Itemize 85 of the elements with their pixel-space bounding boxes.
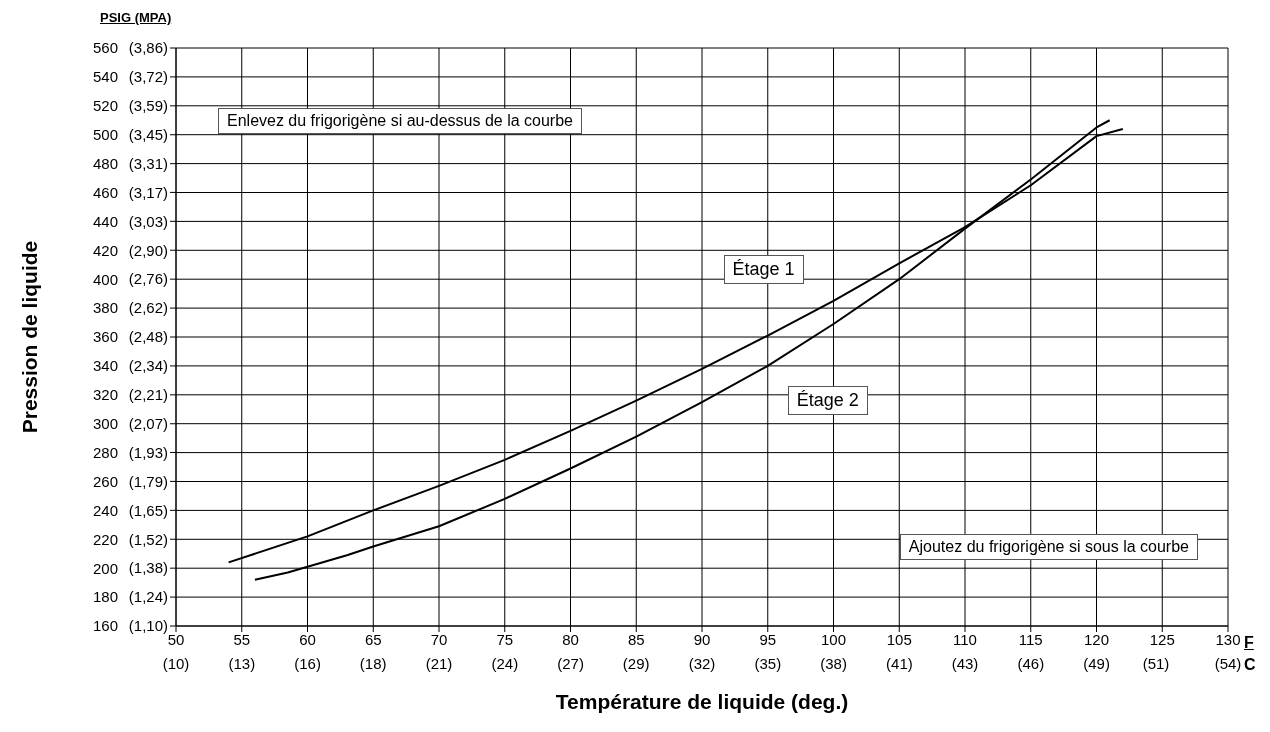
x2-tick-label: (18)	[359, 655, 387, 672]
y-tick-label: 520	[92, 97, 118, 115]
y-tick-label: 380	[92, 299, 118, 317]
x-tick-label: 90	[693, 630, 711, 648]
x2-tick-label: (16)	[294, 655, 321, 672]
text: PSIG (MPA)	[100, 10, 172, 25]
y-tick-label: 240	[92, 501, 118, 519]
y2-tick-label: (1,38)	[128, 559, 168, 577]
x-tick-label: 80	[562, 630, 579, 648]
x-tick-label: 75	[496, 630, 514, 648]
y2-tick-label: (2,48)	[128, 328, 168, 346]
y2-tick-label: (1,10)	[128, 617, 168, 635]
y-tick-label: 160	[92, 617, 118, 635]
y2-tick-label: (2,90)	[128, 241, 168, 259]
x-axis-title: Température de liquide (deg.)	[555, 690, 849, 714]
y-tick-label: 360	[92, 328, 118, 346]
x2-tick-label: (29)	[622, 655, 650, 672]
text: C	[1244, 656, 1256, 674]
x-tick-label: 60	[299, 630, 316, 648]
x-tick-label: 95	[759, 630, 777, 648]
y-axis-title: Pression de liquide	[18, 240, 42, 434]
y-tick-label: 480	[92, 154, 118, 172]
x-tick-label: 100	[820, 630, 847, 648]
y2-tick-label: (3,86)	[128, 39, 168, 57]
x2-tick-label: (49)	[1083, 655, 1110, 672]
x2-tick-label: (38)	[820, 655, 847, 672]
x-tick-label: 85	[627, 630, 645, 648]
y2-tick-label: (1,65)	[128, 501, 168, 519]
y2-tick-label: (1,24)	[128, 588, 168, 606]
x2-tick-label: (21)	[425, 655, 453, 672]
annotation: Ajoutez du frigorigène si sous la courbe	[899, 534, 1198, 560]
y2-tick-label: (3,45)	[128, 126, 168, 144]
x2-tick-label: (13)	[228, 655, 256, 672]
y-tick-label: 320	[92, 386, 118, 404]
x-tick-label: 65	[364, 630, 382, 648]
y-tick-label: 200	[92, 559, 118, 577]
y-tick-label: 180	[92, 588, 118, 606]
x2-tick-label: (10)	[162, 655, 190, 672]
y2-tick-label: (1,93)	[128, 443, 168, 461]
x-tick-label: 70	[430, 630, 448, 648]
x2-tick-label: (24)	[491, 655, 519, 672]
x-tick-label: 130	[1215, 630, 1241, 648]
y2-tick-label: (2,07)	[128, 415, 168, 433]
y-tick-label: 560	[92, 39, 118, 57]
x2-tick-label: (35)	[754, 655, 782, 672]
x2-tick-label: (46)	[1017, 655, 1045, 672]
x-tick-label: 110	[953, 630, 977, 648]
y-tick-label: 400	[92, 270, 118, 288]
x-tick-label: 115	[1018, 630, 1043, 648]
text: F	[1244, 634, 1254, 652]
y2-tick-label: (3,72)	[128, 68, 168, 86]
x2-tick-label: (41)	[886, 655, 913, 672]
y2-tick-label: (3,31)	[128, 155, 168, 173]
x2-tick-label: (54)	[1214, 655, 1242, 672]
x-tick-label: 105	[886, 630, 912, 648]
y2-tick-label: (2,62)	[128, 299, 168, 317]
y-tick-label: 340	[92, 357, 118, 375]
y2-tick-label: (1,79)	[128, 472, 168, 490]
text: Étage 1	[723, 254, 804, 284]
x-tick-label: 55	[233, 630, 251, 648]
y2-tick-label: (2,21)	[128, 386, 168, 404]
y2-tick-label: (2,76)	[128, 270, 168, 288]
y-tick-label: 460	[92, 183, 118, 201]
y-tick-label: 300	[92, 415, 118, 433]
x2-tick-label: (51)	[1142, 655, 1170, 672]
series-label: Étage 2	[787, 385, 868, 415]
y2-tick-label: (3,17)	[128, 183, 168, 201]
x2-tick-label: (27)	[557, 655, 584, 672]
y-tick-label: 280	[92, 443, 118, 461]
y2-tick-label: (1,52)	[128, 530, 168, 548]
y-tick-label: 500	[92, 126, 118, 144]
x-tick-label: 125	[1149, 630, 1175, 648]
y-tick-label: 260	[92, 472, 118, 490]
x-tick-label: 120	[1083, 630, 1110, 648]
y2-tick-label: (2,34)	[128, 357, 168, 375]
x-tick-label: 50	[167, 630, 185, 648]
y-tick-label: 540	[92, 68, 118, 86]
y-tick-label: 420	[92, 241, 118, 259]
y2-tick-label: (3,03)	[128, 212, 168, 230]
x2-tick-label: (43)	[951, 655, 979, 672]
y-tick-label: 440	[92, 212, 118, 230]
annotation: Enlevez du frigorigène si au-dessus de la courbe	[218, 108, 582, 134]
y-tick-label: 220	[92, 530, 118, 548]
y2-tick-label: (3,59)	[128, 97, 168, 115]
x2-tick-label: (32)	[688, 655, 716, 672]
